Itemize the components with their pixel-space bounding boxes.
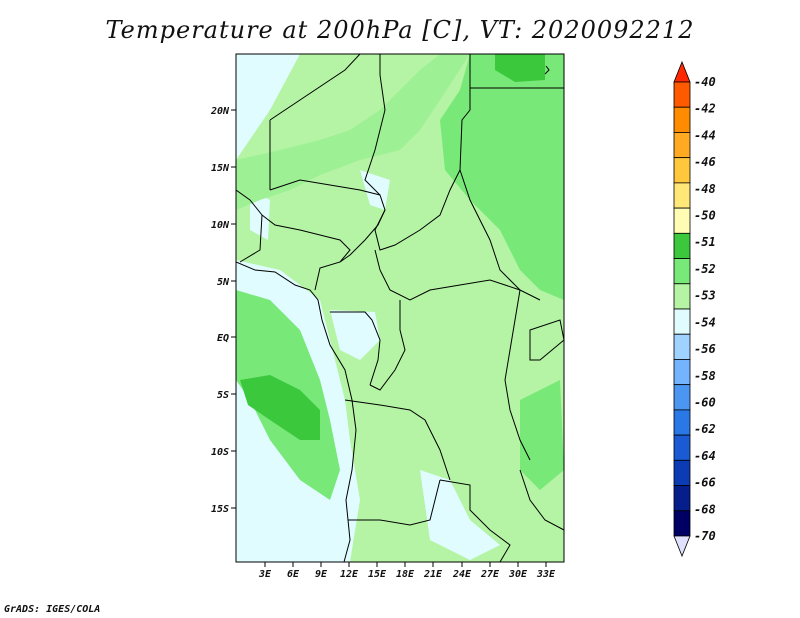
colorbar-label: -42 bbox=[694, 102, 716, 116]
colorbar-label: -66 bbox=[694, 476, 716, 490]
lon-label-24e: 24E bbox=[452, 569, 472, 580]
colorbar-segment bbox=[673, 308, 691, 335]
colorbar-bottom-arrow bbox=[673, 535, 691, 558]
colorbar-label: -54 bbox=[694, 315, 716, 329]
lon-label-27e: 27E bbox=[480, 569, 500, 580]
border-zambia bbox=[439, 479, 511, 562]
map-frame bbox=[235, 53, 565, 563]
colorbar-segment bbox=[673, 459, 691, 486]
colorbar-segment bbox=[673, 333, 691, 360]
border-congo-drc bbox=[369, 300, 406, 391]
lon-label-9e: 9E bbox=[315, 569, 328, 580]
border-malawi bbox=[519, 469, 564, 531]
field-region-medium-se bbox=[520, 380, 564, 490]
lat-label-15s: 15S bbox=[211, 504, 229, 515]
border-gabon-congo bbox=[330, 311, 381, 386]
colorbar-label: -40 bbox=[694, 75, 716, 89]
lat-label-eq: EQ bbox=[217, 333, 229, 344]
border-sudan bbox=[459, 169, 521, 291]
lat-label-10s: 10S bbox=[211, 447, 229, 458]
coastline-west bbox=[236, 261, 357, 562]
border-nigeria-chad bbox=[339, 209, 386, 263]
colorbar-label: -56 bbox=[694, 342, 716, 356]
colorbar-top-arrow bbox=[673, 60, 691, 83]
lat-label-20n: 20N bbox=[210, 106, 230, 117]
colorbar-label: -51 bbox=[694, 235, 716, 249]
colorbar: -40 -42 -44 -46 -48 -50 -51 -52 -53 -54 -56 -58 -60 -… bbox=[673, 60, 716, 558]
lat-label-10n: 10N bbox=[211, 220, 230, 231]
country-borders bbox=[236, 54, 564, 562]
lake-victoria bbox=[529, 319, 564, 361]
colorbar-segment bbox=[673, 81, 691, 108]
colorbar-segment bbox=[673, 157, 691, 184]
lon-label-6e: 6E bbox=[287, 569, 300, 580]
lon-label-21e: 21E bbox=[423, 569, 443, 580]
lon-label-33e: 33E bbox=[536, 569, 556, 580]
field-region-light-nw bbox=[236, 54, 300, 160]
colorbar-label: -46 bbox=[694, 155, 716, 169]
grads-credit: GrADS: IGES/COLA bbox=[4, 604, 101, 615]
field-region-light-gabon bbox=[330, 310, 380, 360]
lon-label-3e: 3E bbox=[258, 569, 272, 580]
border-north-1 bbox=[269, 54, 361, 121]
colorbar-segment bbox=[673, 384, 691, 411]
colorbar-label: -53 bbox=[694, 289, 716, 303]
colorbar-label: -68 bbox=[694, 502, 716, 516]
border-chad bbox=[364, 54, 471, 251]
colorbar-segment bbox=[673, 258, 691, 285]
lon-label-15e: 15E bbox=[368, 569, 387, 580]
field-region-medium-north bbox=[236, 54, 470, 210]
border-nigeria-cameroon bbox=[261, 214, 351, 291]
colorbar-segment bbox=[673, 434, 691, 461]
lat-label-15n: 15N bbox=[211, 163, 230, 174]
lon-label-18e: 18E bbox=[396, 569, 415, 580]
colorbar-label: -62 bbox=[694, 422, 716, 436]
colorbar-segment bbox=[673, 359, 691, 386]
field-region-light-south bbox=[420, 470, 500, 560]
colorbar-label: -58 bbox=[694, 369, 716, 383]
lon-axis: 3E 6E 9E 12E 15E 18E 21E 24E 27E 30E 33E bbox=[258, 562, 556, 580]
colorbar-segment bbox=[673, 207, 691, 234]
lon-label-12e: 12E bbox=[340, 569, 359, 580]
colorbar-label: -52 bbox=[694, 262, 716, 276]
colorbar-segment bbox=[673, 510, 691, 537]
lat-axis: 20N 15N 10N 5N EQ 5S 10S 15S bbox=[210, 106, 236, 515]
coast-ne bbox=[544, 65, 550, 75]
colorbar-label: -44 bbox=[694, 128, 716, 142]
border-car-drc bbox=[374, 249, 541, 301]
lat-label-5s: 5S bbox=[217, 390, 229, 401]
border-drc-east bbox=[504, 289, 531, 461]
field-region-medium-east bbox=[440, 54, 564, 300]
colorbar-segment bbox=[673, 283, 691, 310]
field-region-dark-ne bbox=[495, 54, 545, 82]
colorbar-label: -64 bbox=[694, 449, 716, 463]
colorbar-segment bbox=[673, 232, 691, 259]
colorbar-segment bbox=[673, 485, 691, 512]
lat-label-5n: 5N bbox=[217, 277, 230, 288]
colorbar-label: -60 bbox=[694, 395, 716, 409]
colorbar-segment bbox=[673, 106, 691, 133]
colorbar-label: -48 bbox=[694, 182, 716, 196]
border-niger-nigeria bbox=[269, 179, 381, 196]
lon-label-30e: 30E bbox=[508, 569, 528, 580]
chart-title: Temperature at 200hPa [C], VT: 202009221… bbox=[105, 16, 695, 44]
border-drc-angola bbox=[344, 399, 451, 481]
colorbar-label: -70 bbox=[694, 529, 716, 543]
colorbar-label: -50 bbox=[694, 209, 716, 223]
colorbar-segment bbox=[673, 409, 691, 436]
border-namibia bbox=[348, 479, 441, 526]
colorbar-segment bbox=[673, 132, 691, 159]
colorbar-segment bbox=[673, 182, 691, 209]
field-region-dark-angola bbox=[240, 375, 320, 440]
field-region-light-west bbox=[250, 190, 270, 240]
